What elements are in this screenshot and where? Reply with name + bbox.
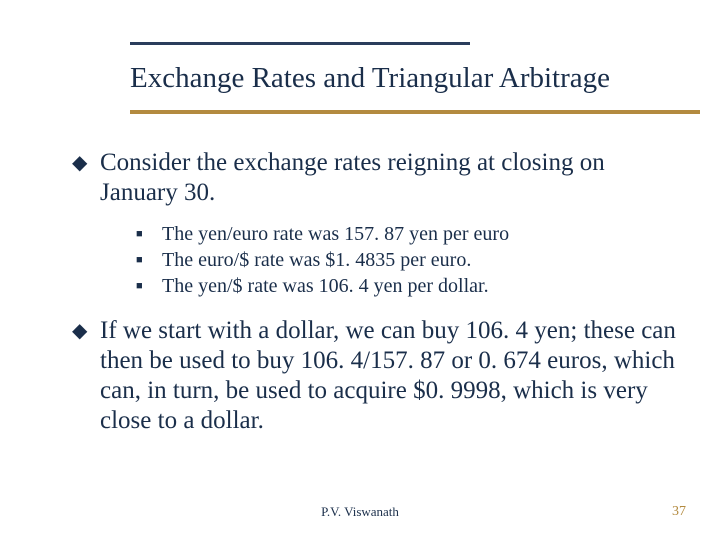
diamond-bullet-icon: ◆ [72,316,100,346]
footer-page-number: 37 [672,504,686,520]
square-bullet-icon: ■ [136,274,162,298]
diamond-bullet-icon: ◆ [72,148,100,178]
square-bullet-icon: ■ [136,248,162,272]
bullet-text: The yen/$ rate was 106. 4 yen per dollar… [162,274,680,298]
bullet-main: ◆ If we start with a dollar, we can buy … [72,316,680,436]
slide-title: Exchange Rates and Triangular Arbitrage [130,62,610,95]
sub-bullet-list: ■ The yen/euro rate was 157. 87 yen per … [136,222,680,298]
bullet-text: If we start with a dollar, we can buy 10… [100,316,680,436]
slide: Exchange Rates and Triangular Arbitrage … [0,0,720,540]
bullet-text: The yen/euro rate was 157. 87 yen per eu… [162,222,680,246]
bullet-text: Consider the exchange rates reigning at … [100,148,680,208]
title-rule-top [130,42,470,45]
bullet-sub: ■ The yen/euro rate was 157. 87 yen per … [136,222,680,246]
square-bullet-icon: ■ [136,222,162,246]
slide-body: ◆ Consider the exchange rates reigning a… [72,148,680,450]
bullet-main: ◆ Consider the exchange rates reigning a… [72,148,680,208]
bullet-sub: ■ The yen/$ rate was 106. 4 yen per doll… [136,274,680,298]
footer-author: P.V. Viswanath [0,504,720,520]
bullet-text: The euro/$ rate was $1. 4835 per euro. [162,248,680,272]
bullet-sub: ■ The euro/$ rate was $1. 4835 per euro. [136,248,680,272]
title-rule-bottom [130,110,700,114]
